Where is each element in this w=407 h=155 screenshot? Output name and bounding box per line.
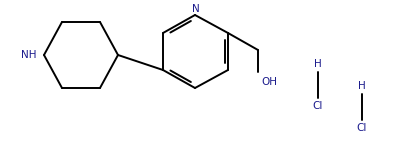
- Text: NH: NH: [22, 50, 37, 60]
- Text: OH: OH: [261, 77, 277, 87]
- Text: H: H: [358, 81, 366, 91]
- Text: Cl: Cl: [313, 101, 323, 111]
- Text: H: H: [314, 59, 322, 69]
- Text: Cl: Cl: [357, 123, 367, 133]
- Text: N: N: [192, 4, 200, 14]
